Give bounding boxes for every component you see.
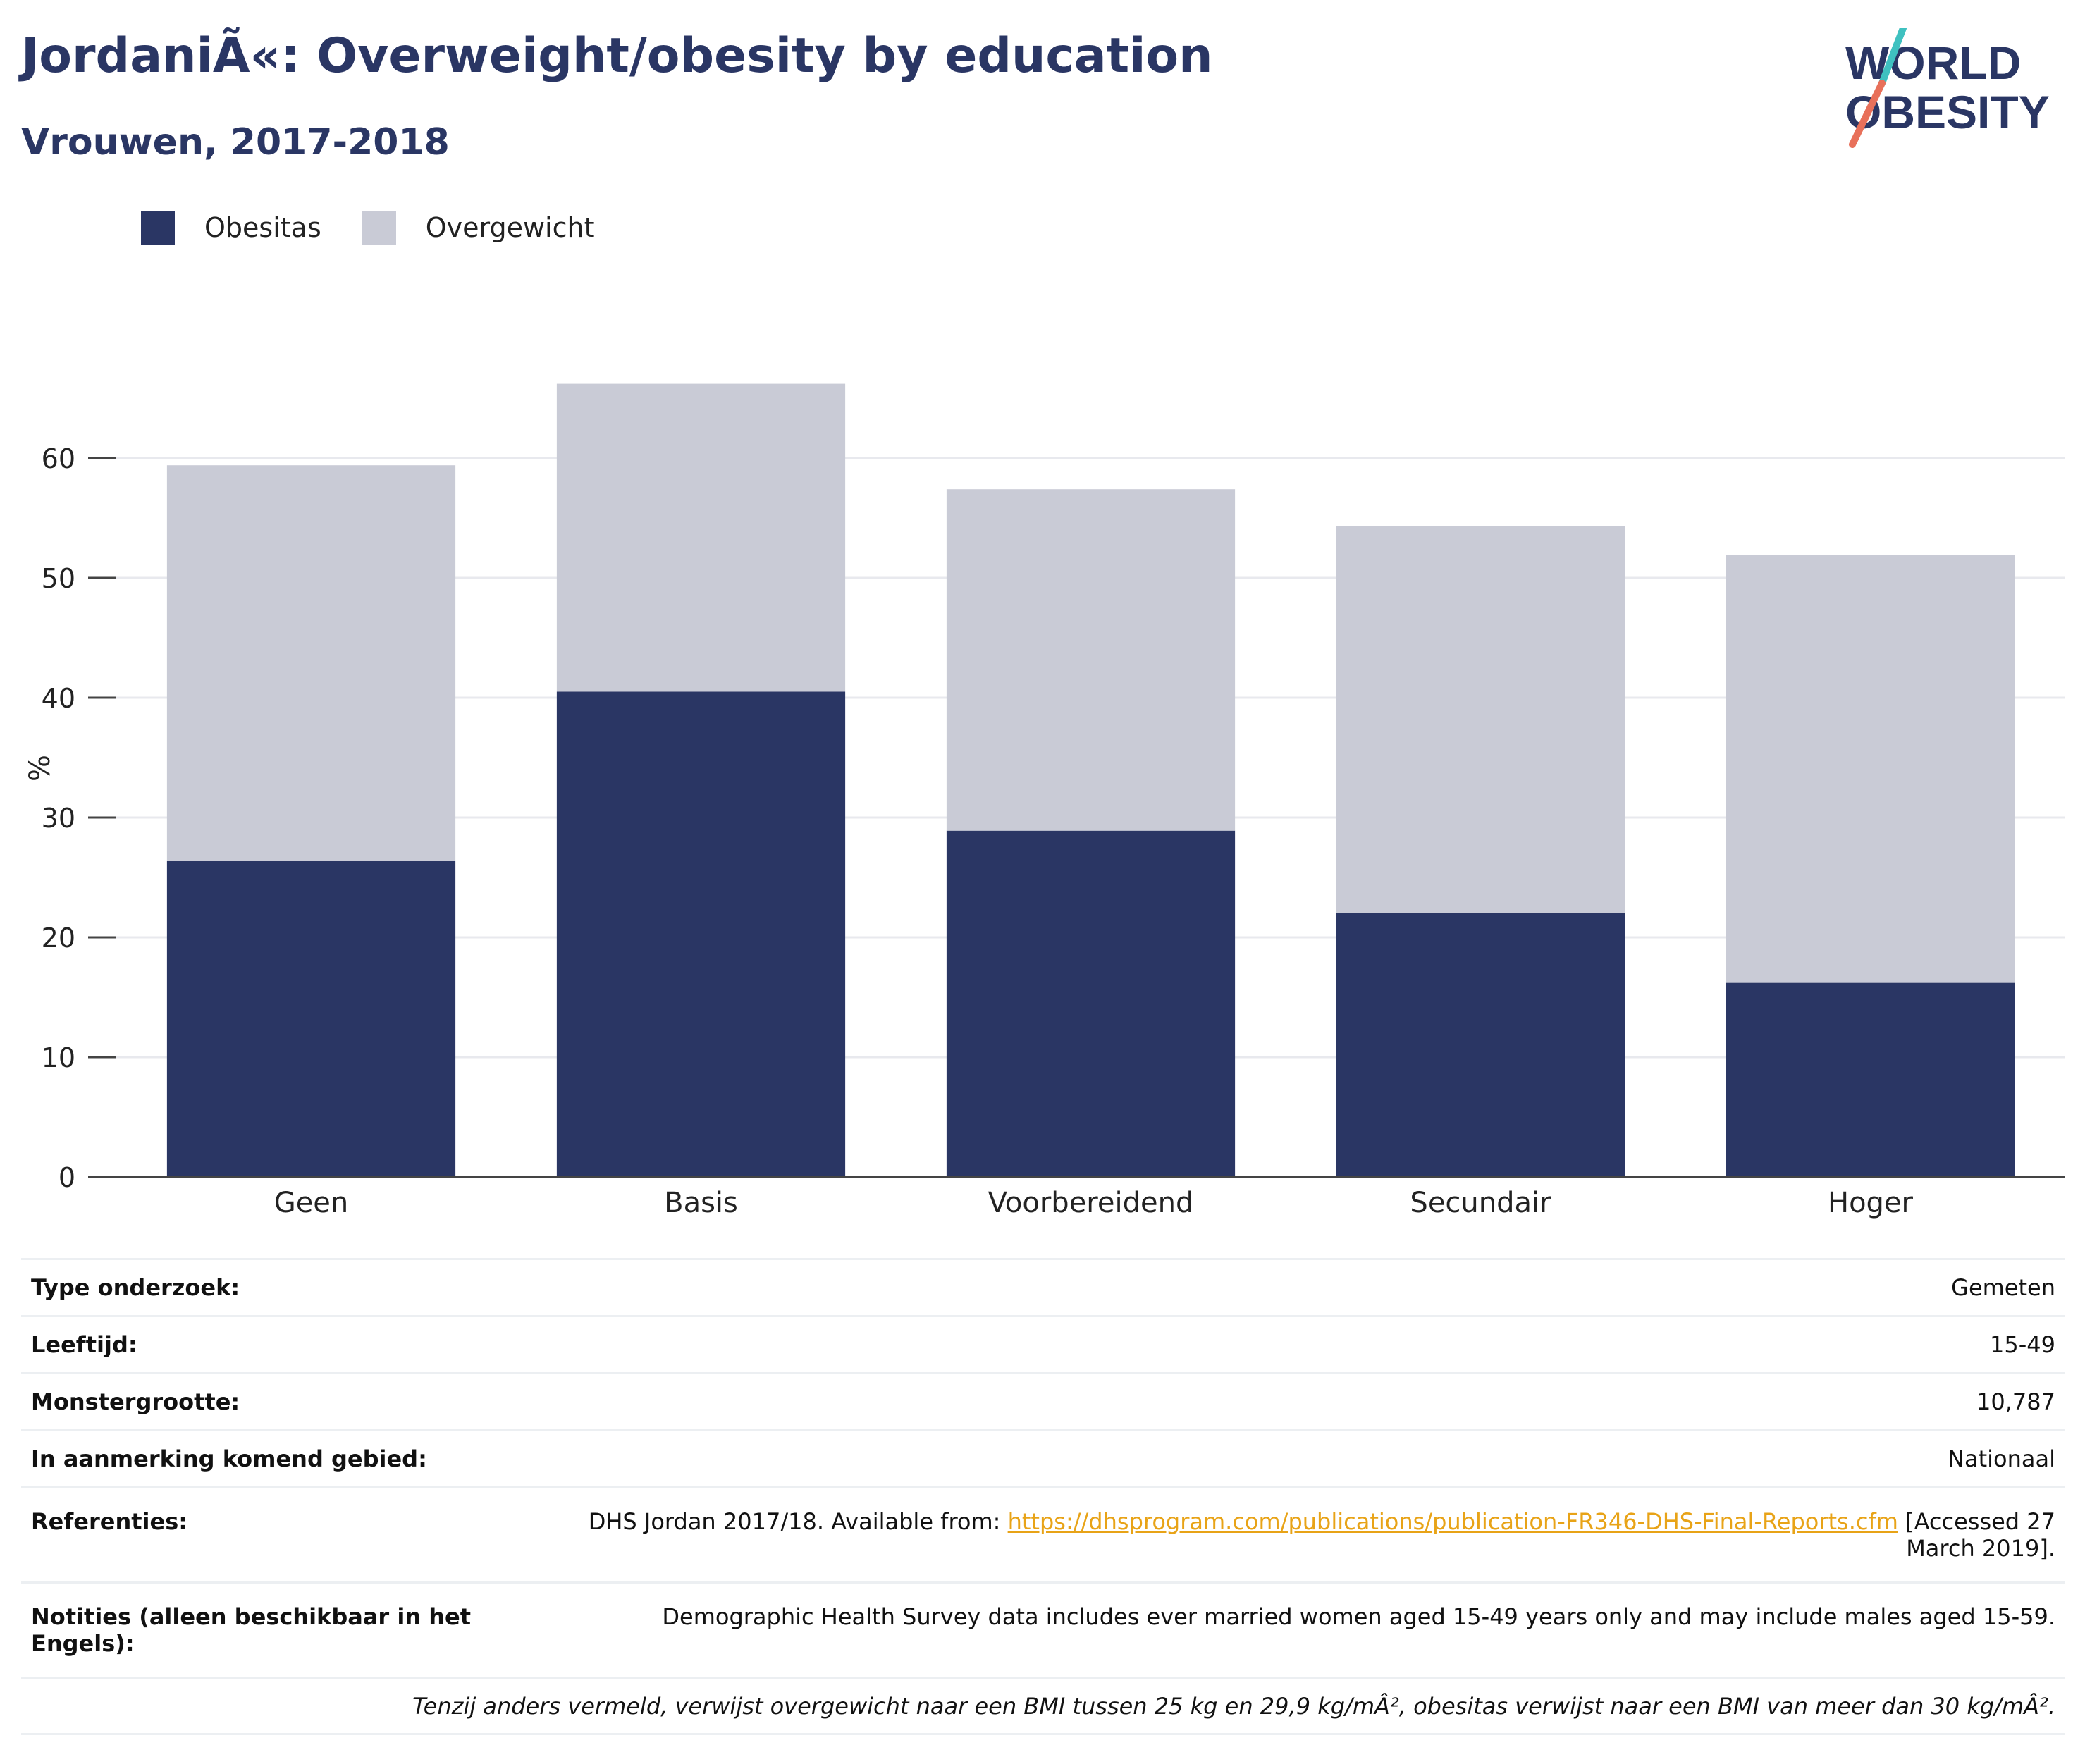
y-tick-label: 60 <box>42 443 75 474</box>
references-link[interactable]: https://dhsprogram.com/publications/publ… <box>1007 1508 1898 1535</box>
y-tick-label: 50 <box>42 563 75 594</box>
bar-overgewicht-hoger[interactable] <box>1726 555 2015 983</box>
footnote: Tenzij anders vermeld, verwijst overgewi… <box>21 1677 2065 1735</box>
references-prefix: DHS Jordan 2017/18. Available from: <box>588 1508 1008 1535</box>
sample-size-label: Monstergrootte: <box>21 1372 492 1431</box>
notes-value: Demographic Health Survey data includes … <box>492 1581 2065 1678</box>
chart-legend: Obesitas Overgewicht <box>141 208 636 247</box>
notes-label: Notities (alleen beschikbaar in het Enge… <box>21 1581 492 1678</box>
table-row: Referenties: DHS Jordan 2017/18. Availab… <box>21 1486 2065 1583</box>
world-obesity-logo: WORLD OBESITY <box>1845 28 2050 148</box>
legend-label-overgewicht: Overgewicht <box>425 212 595 243</box>
bar-overgewicht-secundair[interactable] <box>1336 526 1625 913</box>
y-axis: 0 10 20 30 40 50 60 <box>42 443 116 1193</box>
bar-obesitas-secundair[interactable] <box>1336 913 1625 1177</box>
references-suffix-2: March 2019]. <box>1906 1535 2055 1562</box>
bar-obesitas-hoger[interactable] <box>1726 982 2015 1177</box>
references-value: DHS Jordan 2017/18. Available from: http… <box>492 1486 2065 1583</box>
area-value: Nationaal <box>492 1429 2065 1488</box>
table-row: Notities (alleen beschikbaar in het Enge… <box>21 1581 2065 1678</box>
page-subtitle: Vrouwen, 2017-2018 <box>21 121 450 164</box>
y-axis-label: % <box>24 755 56 782</box>
legend-swatch-obesitas <box>141 211 175 245</box>
table-row: Monstergrootte: 10,787 <box>21 1372 2065 1431</box>
x-tick-label: Hoger <box>1828 1187 1914 1219</box>
survey-info-table: Type onderzoek: Gemeten Leeftijd: 15-49 … <box>21 1258 2065 1735</box>
legend-label-obesitas: Obesitas <box>204 212 321 243</box>
y-tick-label: 0 <box>59 1162 75 1193</box>
bar-overgewicht-geen[interactable] <box>166 465 456 861</box>
bar-obesitas-geen[interactable] <box>166 861 456 1177</box>
y-tick-label: 20 <box>42 923 75 954</box>
bar-obesitas-basis[interactable] <box>556 691 846 1178</box>
survey-type-value: Gemeten <box>492 1258 2065 1316</box>
table-row: Tenzij anders vermeld, verwijst overgewi… <box>21 1677 2065 1735</box>
y-tick-label: 30 <box>42 803 75 834</box>
y-tick-label: 10 <box>42 1042 75 1073</box>
bar-overgewicht-basis[interactable] <box>556 383 846 692</box>
sample-size-value: 10,787 <box>492 1372 2065 1431</box>
legend-item-obesitas[interactable]: Obesitas <box>141 211 321 245</box>
legend-swatch-overgewicht <box>362 211 396 245</box>
logo-line1: WORLD <box>1845 37 2021 89</box>
stacked-bar-chart: 0 10 20 30 40 50 60 Geen Basis Voorbereidend Secu… <box>24 383 2065 1219</box>
table-row: In aanmerking komend gebied: Nationaal <box>21 1429 2065 1488</box>
table-row: Leeftijd: 15-49 <box>21 1315 2065 1374</box>
table-row: Type onderzoek: Gemeten <box>21 1258 2065 1316</box>
references-suffix-1: [Accessed 27 <box>1898 1508 2055 1535</box>
survey-type-label: Type onderzoek: <box>21 1258 492 1316</box>
x-axis: Geen Basis Voorbereidend Secundair Hoger <box>88 1176 2065 1219</box>
bars <box>166 383 2015 1178</box>
age-label: Leeftijd: <box>21 1315 492 1374</box>
x-tick-label: Basis <box>664 1187 738 1219</box>
bar-overgewicht-voorbereidend[interactable] <box>946 489 1236 831</box>
x-tick-label: Secundair <box>1410 1187 1551 1219</box>
y-tick-label: 40 <box>42 683 75 714</box>
x-tick-label: Geen <box>274 1187 349 1219</box>
area-label: In aanmerking komend gebied: <box>21 1429 492 1488</box>
page-title: JordaniÃ«: Overweight/obesity by educati… <box>21 28 1213 84</box>
references-label: Referenties: <box>21 1486 492 1583</box>
age-value: 15-49 <box>492 1315 2065 1374</box>
legend-item-overgewicht[interactable]: Overgewicht <box>362 211 595 245</box>
x-tick-label: Voorbereidend <box>988 1187 1194 1219</box>
bar-obesitas-voorbereidend[interactable] <box>946 830 1236 1177</box>
